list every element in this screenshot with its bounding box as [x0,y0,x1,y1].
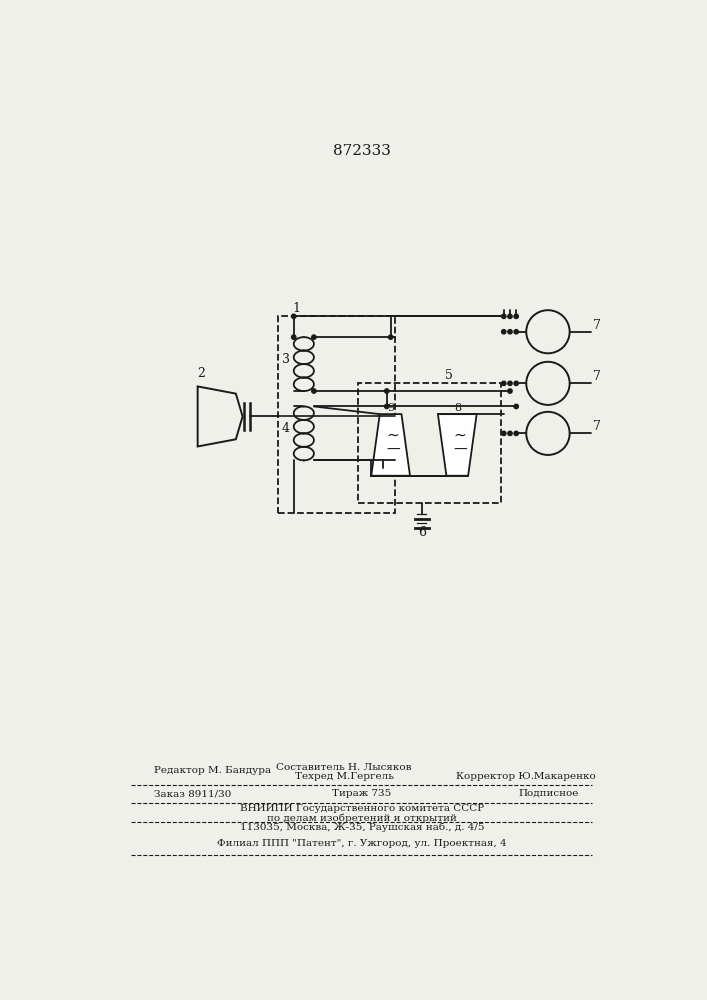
Text: 7: 7 [593,420,601,433]
Circle shape [508,431,512,436]
Circle shape [385,404,389,409]
Circle shape [385,389,389,393]
Text: 872333: 872333 [333,144,391,158]
Text: 5: 5 [445,369,452,382]
Circle shape [514,314,518,319]
Circle shape [312,389,316,393]
Circle shape [508,314,512,319]
Text: Техред М.Гергель: Техред М.Гергель [295,772,394,781]
Text: Корректор Ю.Макаренко: Корректор Ю.Макаренко [457,772,596,781]
Text: ~: ~ [387,428,399,443]
Text: 3: 3 [282,353,290,366]
Polygon shape [371,414,410,476]
Text: Составитель Н. Лысяков: Составитель Н. Лысяков [276,763,412,772]
Text: Филиал ППП "Патент", г. Ужгород, ул. Проектная, 4: Филиал ППП "Патент", г. Ужгород, ул. Про… [217,839,507,848]
Circle shape [508,330,512,334]
Circle shape [501,381,506,385]
Circle shape [312,335,316,339]
Circle shape [508,389,512,393]
Bar [279,316,395,513]
Text: 4: 4 [282,422,290,435]
Text: Заказ 8911/30: Заказ 8911/30 [154,789,232,798]
Circle shape [501,431,506,436]
Circle shape [514,404,518,409]
Circle shape [291,314,296,319]
Text: —: — [387,443,400,457]
Text: 113035, Москва, Ж-35, Раушская наб., д. 4/5: 113035, Москва, Ж-35, Раушская наб., д. … [240,822,484,832]
Text: 6: 6 [419,526,426,539]
Bar [358,383,501,503]
Text: Редактор М. Бандура: Редактор М. Бандура [154,766,271,775]
Circle shape [291,335,296,339]
Text: 1: 1 [292,302,300,315]
Text: —: — [453,443,467,457]
Circle shape [501,330,506,334]
Circle shape [388,335,393,339]
Text: 9: 9 [387,403,395,413]
Text: ~: ~ [453,428,466,443]
Text: 2: 2 [197,367,205,380]
Text: Подписное: Подписное [518,789,579,798]
Text: Тираж 735: Тираж 735 [332,789,392,798]
Text: 8: 8 [454,403,461,413]
Circle shape [501,314,506,319]
Circle shape [514,381,518,385]
Circle shape [508,381,512,385]
Text: по делам изобретений и открытий: по делам изобретений и открытий [267,813,457,823]
Text: 7: 7 [593,370,601,383]
Polygon shape [438,414,477,476]
Circle shape [514,431,518,436]
Circle shape [514,330,518,334]
Text: 7: 7 [593,319,601,332]
Text: ВНИИПИ Государственного комитета СССР: ВНИИПИ Государственного комитета СССР [240,804,484,813]
